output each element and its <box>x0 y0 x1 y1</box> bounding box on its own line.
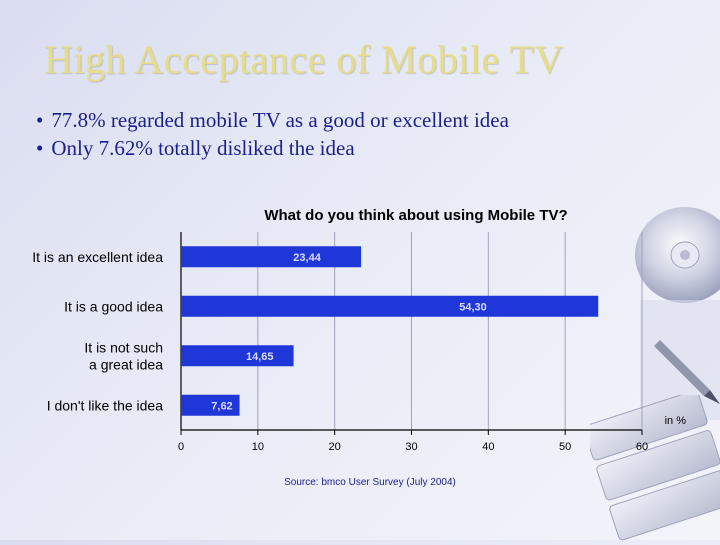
unit-label: in % <box>665 415 687 427</box>
x-tick-label: 10 <box>252 441 264 453</box>
source-label: Source: bmco User Survey (July 2004) <box>284 477 456 488</box>
bar <box>181 295 599 317</box>
bar <box>181 246 362 268</box>
category-label: a great idea <box>89 356 163 372</box>
category-label: It is a good idea <box>64 298 163 314</box>
bullet-item: 77.8% regarded mobile TV as a good or ex… <box>36 106 509 134</box>
bar-value-label: 54,30 <box>459 301 487 313</box>
bar <box>181 345 294 367</box>
slide-title: High Acceptance of Mobile TV <box>44 37 564 82</box>
x-tick-label: 20 <box>329 441 341 453</box>
bar-value-label: 7,62 <box>211 400 232 412</box>
category-label: I don't like the idea <box>47 397 164 413</box>
x-tick-label: 60 <box>636 441 648 453</box>
category-label: It is an excellent idea <box>32 249 163 265</box>
bar-value-label: 23,44 <box>293 252 321 264</box>
x-tick-label: 30 <box>405 441 417 453</box>
x-tick-label: 40 <box>482 441 494 453</box>
bar <box>181 394 240 416</box>
x-tick-label: 0 <box>178 441 184 453</box>
bullet-item: Only 7.62% totally disliked the idea <box>36 134 509 162</box>
x-tick-label: 50 <box>559 441 571 453</box>
category-label: It is not such <box>84 339 163 355</box>
plot-area: 0 10 20 30 40 50 60 23,44 It is an excellent ide… <box>32 232 648 453</box>
bar-value-label: 14,65 <box>246 351 274 363</box>
chart-title: What do you think about using Mobile TV? <box>264 207 567 224</box>
bullet-list: 77.8% regarded mobile TV as a good or ex… <box>36 106 509 162</box>
